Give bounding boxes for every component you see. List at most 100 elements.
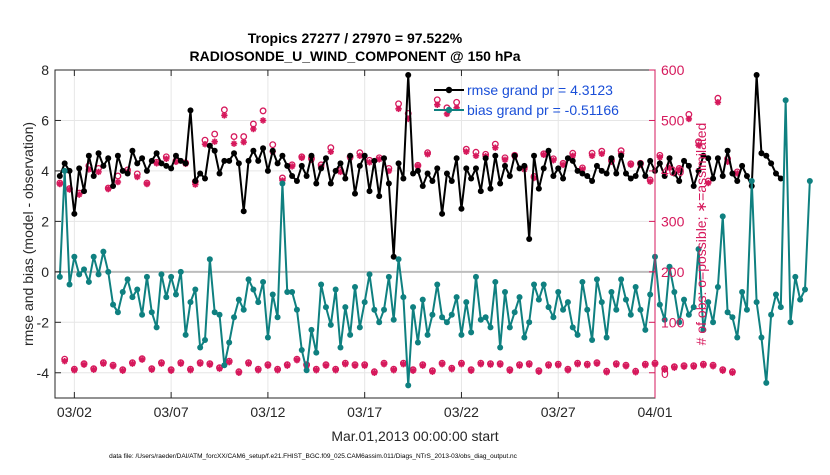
rmse-point <box>719 172 726 179</box>
bias-point <box>153 324 160 331</box>
bias-point <box>129 294 136 301</box>
bias-point <box>439 314 446 321</box>
bias-point <box>400 294 407 301</box>
rmse-point <box>332 167 339 174</box>
obs-assimilated-point <box>540 151 547 158</box>
rmse-point <box>371 157 378 164</box>
bias-point <box>66 281 73 288</box>
rmse-point <box>240 208 247 215</box>
obs-assimilated-point <box>463 148 470 155</box>
bias-point <box>569 324 576 331</box>
rmse-point <box>458 205 465 212</box>
rmse-point <box>661 172 668 179</box>
obs-assimilated-point <box>371 369 378 376</box>
rmse-point <box>637 160 644 167</box>
bias-point <box>806 178 813 185</box>
rmse-point <box>197 170 204 177</box>
obs-assimilated-point <box>574 360 581 368</box>
obs-assimilated-point <box>100 360 107 367</box>
obs-assimilated-point <box>187 367 194 374</box>
bias-point <box>531 281 538 288</box>
rmse-point <box>366 188 373 195</box>
y-tick-left-label: -4 <box>37 365 50 381</box>
bias-point <box>414 339 421 346</box>
obs-assimilated-point <box>225 358 233 366</box>
bias-point <box>313 349 320 356</box>
bias-point <box>410 304 417 311</box>
obs-assimilated-point <box>709 363 717 370</box>
rmse-point <box>477 188 484 195</box>
bias-point <box>134 286 141 293</box>
bias-point <box>743 306 750 313</box>
obs-possible-point <box>230 133 238 141</box>
plot-area <box>55 70 655 398</box>
obs-assimilated-point <box>129 360 136 367</box>
rmse-point <box>545 147 552 154</box>
rmse-point <box>443 170 450 177</box>
rmse-point <box>584 172 591 179</box>
obs-assimilated-point <box>134 173 141 181</box>
rmse-point <box>56 172 63 179</box>
bias-point <box>110 301 117 308</box>
rmse-point <box>269 147 276 154</box>
obs-assimilated-point <box>177 360 185 367</box>
rmse-point <box>511 152 518 159</box>
obs-assimilated-point <box>109 363 117 370</box>
obs-assimilated-point <box>221 112 228 119</box>
bias-point <box>724 309 731 316</box>
bias-point <box>526 319 533 326</box>
bias-point <box>95 271 102 278</box>
rmse-point <box>400 175 407 182</box>
obs-assimilated-point <box>714 99 722 106</box>
y-tick-right-label: 100 <box>661 314 685 330</box>
bias-point <box>361 299 368 306</box>
bias-point <box>753 299 760 306</box>
obs-assimilated-point <box>211 138 218 145</box>
obs-assimilated-point <box>516 362 523 369</box>
bias-point <box>76 271 83 278</box>
rmse-point <box>593 162 600 169</box>
rmse-point <box>168 165 175 172</box>
rmse-point <box>681 157 688 164</box>
obs-assimilated-point <box>380 360 388 368</box>
rmse-point <box>656 160 663 167</box>
bias-point <box>729 314 736 321</box>
obs-assimilated-point <box>487 361 494 368</box>
obs-assimilated-point <box>564 367 572 374</box>
bias-point <box>274 314 281 321</box>
obs-assimilated-point <box>332 367 339 374</box>
obs-assimilated-point <box>114 178 122 186</box>
bias-point <box>81 266 88 273</box>
obs-assimilated-point <box>143 180 151 188</box>
bias-point <box>453 294 460 301</box>
rmse-point <box>206 142 213 149</box>
legend-marker-rmse <box>445 86 453 94</box>
obs-assimilated-point <box>80 361 88 368</box>
rmse-point <box>676 178 683 185</box>
rmse-point <box>555 165 562 172</box>
bias-point <box>782 97 789 104</box>
bias-point <box>168 273 175 280</box>
x-tick-label: 04/01 <box>637 404 672 420</box>
bias-point <box>255 299 262 306</box>
axes: 03/02 03/07 03/12 03/17 03/22 03/27 04/01 -4 -2 0… <box>37 62 685 420</box>
rmse-point <box>419 183 426 190</box>
y-tick-right-label: 300 <box>661 213 685 229</box>
bias-point <box>352 283 358 290</box>
rmse-point <box>690 183 697 190</box>
rmse-point <box>153 150 160 157</box>
bias-point <box>158 271 165 278</box>
rmse-point <box>569 157 576 164</box>
title-line-1: Tropics 27277 / 27970 = 97.522% <box>248 30 463 46</box>
obs-assimilated-point <box>390 367 397 374</box>
obs-assimilated-point <box>492 144 499 151</box>
obs-assimilated-point <box>61 357 68 365</box>
y-tick-left-label: -2 <box>37 314 50 330</box>
bias-point <box>100 248 107 255</box>
obs-assimilated-point <box>506 367 514 374</box>
bias-point <box>681 296 688 303</box>
rmse-point <box>289 172 296 179</box>
obs-assimilated-point <box>729 369 736 376</box>
rmse-point <box>352 190 358 197</box>
